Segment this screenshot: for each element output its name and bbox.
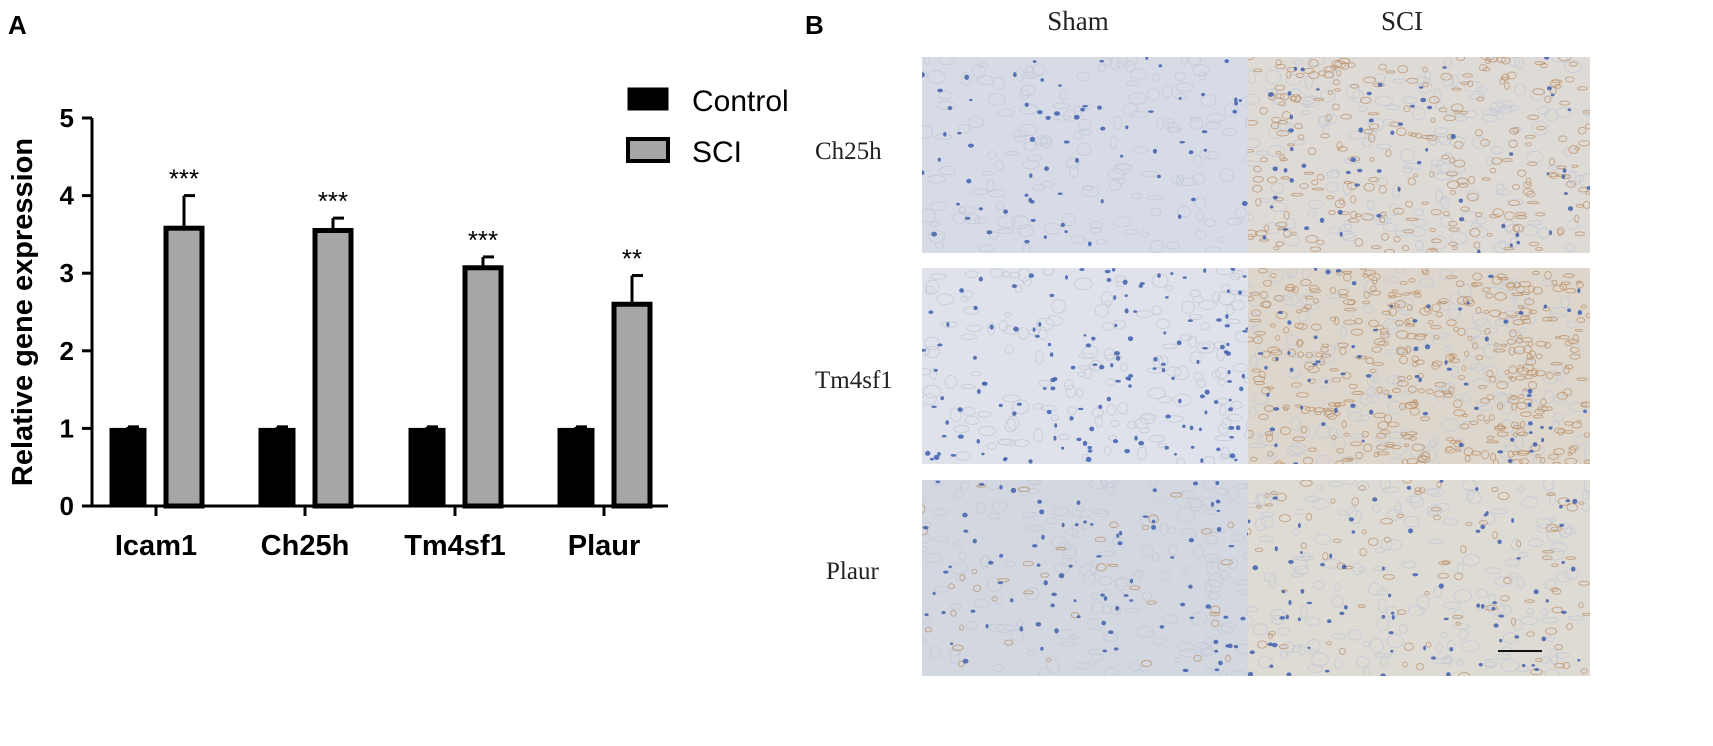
- micrograph-sham-plaur-texture: [922, 480, 1264, 676]
- x-tick-label-plaur: Plaur: [568, 530, 641, 562]
- x-tick-label-tm4sf1: Tm4sf1: [404, 530, 506, 562]
- row-header-ch25h: Ch25h: [815, 138, 882, 165]
- micrograph-sham-ch25h-texture: [922, 57, 1264, 253]
- y-tick-label: 5: [60, 103, 74, 133]
- control-bar-ch25h: [258, 427, 296, 507]
- control-bar-plaur: [557, 427, 595, 507]
- sci-bar-tm4sf1: [462, 265, 504, 509]
- micrograph-sham-tm4sf1: [922, 268, 1264, 464]
- column-header-sham: Sham: [1047, 6, 1109, 36]
- y-tick-label: 4: [60, 181, 75, 211]
- x-tick-label-icam1: Icam1: [115, 530, 197, 562]
- scale-bar: [1498, 650, 1542, 652]
- micrograph-sci-plaur: [1248, 480, 1590, 676]
- control-bar-tm4sf1: [408, 427, 446, 507]
- sci-bar-ch25h: [312, 228, 354, 509]
- legend-swatch-control: [627, 87, 669, 111]
- micrograph-sci-tm4sf1-texture: [1248, 268, 1590, 464]
- bar-chart: 0 1 2 3 4 5 Relative gene expression *** Icam1 **…: [7, 85, 789, 562]
- y-axis-label: Relative gene expression: [7, 138, 39, 486]
- control-bar-icam1: [109, 427, 147, 507]
- x-tick-label-ch25h: Ch25h: [261, 530, 350, 562]
- significance-label-ch25h: ***: [318, 186, 348, 216]
- legend-label-sci: SCI: [692, 136, 742, 169]
- micrograph-sham-ch25h: [922, 57, 1264, 253]
- significance-label-icam1: ***: [169, 164, 199, 194]
- micrograph-sci-ch25h-texture: [1248, 57, 1590, 253]
- significance-label-tm4sf1: ***: [468, 225, 498, 255]
- micrograph-sci-plaur-texture: [1248, 480, 1590, 676]
- row-header-plaur: Plaur: [826, 558, 879, 585]
- panel-a-label: A: [8, 10, 27, 40]
- y-tick-label: 2: [60, 336, 74, 366]
- legend-swatch-sci: [626, 137, 670, 163]
- micrograph-sci-tm4sf1: [1248, 268, 1590, 464]
- micrograph-sham-tm4sf1-texture: [922, 268, 1264, 464]
- micrograph-sham-plaur: [922, 480, 1264, 676]
- sci-bar-plaur: [611, 301, 653, 509]
- row-header-tm4sf1: Tm4sf1: [815, 367, 893, 394]
- significance-label-plaur: **: [622, 244, 642, 274]
- sci-bar-icam1: [163, 225, 205, 509]
- micrograph-sci-ch25h: [1248, 57, 1590, 253]
- y-tick-label: 3: [60, 258, 74, 288]
- legend-label-control: Control: [692, 85, 789, 118]
- column-header-sci: SCI: [1380, 6, 1424, 36]
- y-tick-label: 1: [60, 413, 74, 443]
- y-tick-label: 0: [60, 491, 74, 521]
- panel-b-label: B: [805, 10, 824, 40]
